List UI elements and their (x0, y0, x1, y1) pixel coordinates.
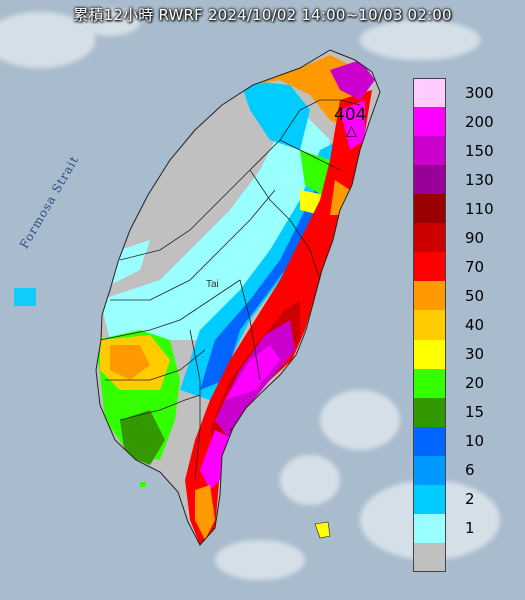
peak-marker-icon: △ (346, 123, 357, 139)
peak-value: 404 (334, 105, 367, 125)
legend-label: 70 (465, 257, 485, 276)
legend-swatch (413, 426, 446, 457)
legend-label: 1 (465, 519, 475, 538)
map-title: 累積12小時 RWRF 2024/10/02 14:00~10/03 02:00 (73, 6, 452, 24)
legend-label: 30 (465, 345, 485, 364)
legend-label: 15 (465, 403, 485, 422)
legend-swatch (413, 339, 446, 370)
legend-label: 130 (465, 170, 494, 189)
legend-swatch (413, 223, 446, 253)
legend-swatch (413, 252, 446, 282)
legend-label: 50 (465, 286, 485, 305)
legend-swatch (413, 165, 446, 195)
legend-label: 90 (465, 228, 485, 247)
legend-label: 200 (465, 112, 494, 131)
legend-swatch (413, 107, 446, 137)
legend-swatch (413, 194, 446, 224)
legend-label: 300 (465, 83, 494, 102)
legend-swatch (413, 397, 446, 428)
legend-swatch (413, 513, 446, 544)
county-boundaries (99, 99, 361, 481)
small-islet (140, 482, 146, 487)
legend-label: 2 (465, 490, 475, 509)
legend-swatch (413, 78, 446, 108)
legend-label: 40 (465, 316, 485, 334)
legend-swatch (413, 368, 446, 399)
island-outline (95, 49, 381, 546)
green-island (314, 521, 331, 539)
legend-swatch (413, 455, 446, 486)
legend-label: 110 (465, 199, 494, 218)
rainfall-legend: 300 200 150 130 110 90 70 50 40 30 20 15 10 6 2 1 (413, 78, 525, 573)
legend-swatch (413, 484, 446, 515)
legend-swatch (413, 542, 446, 573)
penghu-islands (14, 288, 36, 306)
map-label-tai: Tai (206, 279, 219, 290)
legend-swatch (413, 281, 446, 311)
legend-swatch (413, 310, 446, 341)
legend-label: 10 (465, 432, 485, 451)
legend-label: 150 (465, 141, 494, 160)
legend-swatch (413, 136, 446, 166)
peak-rainfall: 404 △ (334, 105, 367, 139)
legend-label: 20 (465, 374, 485, 393)
legend-label: 6 (465, 461, 475, 480)
